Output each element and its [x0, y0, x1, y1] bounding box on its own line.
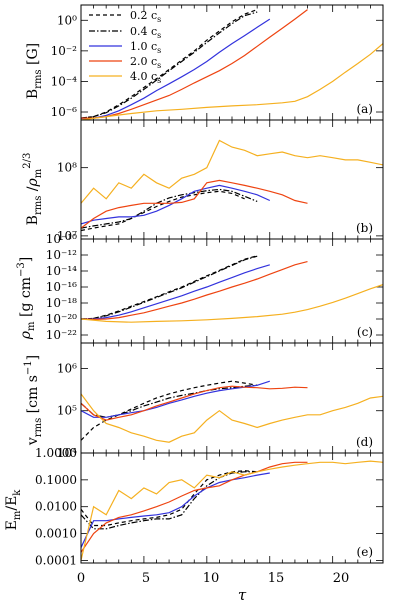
series-line-2.0cs: [81, 461, 308, 553]
x-axis-label: τ: [238, 586, 247, 604]
series-line-0.4cs: [81, 255, 258, 320]
y-tick-label: 10⁷: [57, 229, 77, 243]
series-line-0.2cs: [81, 9, 258, 119]
y-tick-label: 10⁻¹⁶: [46, 280, 77, 294]
panel-frame: [80, 452, 384, 564]
y-tick-label: 1.0000: [35, 446, 77, 460]
series-line-2.0cs: [81, 261, 308, 321]
y-tick-label: 10⁻²⁰: [46, 312, 77, 326]
y-tick-label: 10⁻¹²: [46, 248, 77, 262]
panel-letter: (b): [356, 221, 373, 235]
series-line-4.0cs: [81, 139, 383, 204]
series-line-0.4cs: [81, 471, 258, 530]
panel: 0.0001 0.0010 0.0100 0.1000 1.0000 (e): [35, 446, 384, 567]
y-tick-label: 0.0100: [35, 500, 77, 514]
y-tick-label: 0.0001: [35, 553, 77, 567]
panel-frame: [80, 238, 384, 344]
x-tick-label: 0: [77, 571, 85, 586]
series-line-4.0cs: [81, 460, 383, 561]
x-tick-label: 20: [333, 571, 350, 586]
panel: 10⁷ 10⁸ (b): [57, 119, 384, 243]
series-line-0.4cs: [81, 384, 258, 418]
panel: 10⁴ 10⁵ 10⁶ (d): [57, 342, 384, 460]
y-axis-label-d: vrms [cm s−1]: [23, 355, 44, 446]
y-axis-label-e: Em/Ek: [4, 489, 23, 531]
panel-letter: (a): [356, 102, 373, 116]
y-tick-label: 10⁻⁴: [51, 74, 78, 88]
legend: 0.2 cs 0.4 cs 1.0 cs 2.0 cs 4.0 cs: [89, 9, 161, 85]
series-line-1.0cs: [81, 18, 271, 119]
y-tick-label: 10⁵: [57, 404, 77, 418]
y-tick-label: 10⁻¹⁰: [46, 232, 77, 246]
y-tick-label: 0.1000: [35, 473, 77, 487]
panel-letter: (c): [357, 325, 373, 339]
x-tick-label: 15: [268, 571, 285, 586]
legend-label-0.2cs: 0.2 cs: [130, 9, 161, 24]
series-line-0.2cs: [81, 470, 258, 527]
y-tick-label: 10⁶: [57, 361, 77, 375]
series-line-1.0cs: [81, 472, 270, 548]
y-tick-label: 10⁻¹⁸: [46, 296, 77, 310]
legend-label-0.4cs: 0.4 cs: [130, 25, 161, 40]
series-line-2.0cs: [81, 9, 308, 119]
y-tick-label: 10⁻¹⁴: [46, 264, 77, 278]
series-line-4.0cs: [81, 284, 383, 323]
y-tick-label: 10⁻⁶: [51, 105, 78, 119]
y-tick-label: 10⁻²: [51, 44, 78, 58]
y-axis-label-b: Brms /ρm2/3: [22, 153, 44, 226]
legend-label-2.0cs: 2.0 cs: [130, 55, 161, 70]
y-tick-label: 0.0010: [35, 527, 77, 541]
series-line-1.0cs: [81, 264, 270, 320]
panel-letter: (d): [356, 435, 373, 449]
y-axis-label-c: ρm [g cm−3]: [16, 257, 37, 340]
series-line-0.2cs: [81, 190, 245, 232]
y-axis-label-a: Brms [G]: [25, 43, 44, 99]
series-line-1.0cs: [81, 380, 270, 418]
x-tick-label: 10: [203, 571, 220, 586]
series-line-0.4cs: [81, 11, 258, 119]
panel-frame: [80, 342, 384, 454]
legend-label-4.0cs: 4.0 cs: [130, 70, 161, 85]
x-tick-label: 5: [142, 571, 150, 586]
series-line-4.0cs: [81, 43, 383, 120]
y-tick-label: 10⁸: [57, 161, 77, 175]
panel: 10⁻²² 10⁻²⁰ 10⁻¹⁸ 10⁻¹⁶ 10⁻¹⁴ 10⁻¹² 10⁻¹⁰ (c): [46, 232, 384, 344]
series-line-1.0cs: [81, 184, 271, 225]
panel-frame: [80, 119, 384, 240]
series-line-4.0cs: [81, 393, 383, 443]
y-tick-label: 10⁴: [57, 446, 77, 460]
series-line-2.0cs: [81, 179, 308, 229]
legend-label-1.0cs: 1.0 cs: [130, 40, 161, 55]
y-tick-label: 10⁰: [57, 13, 77, 27]
panel: 10⁻⁶ 10⁻⁴ 10⁻² 10⁰ (a): [51, 4, 384, 121]
panel-frame: [80, 4, 384, 121]
series-line-2.0cs: [81, 385, 308, 421]
series-line-0.2cs: [81, 380, 258, 441]
y-tick-label: 10⁻²²: [46, 328, 77, 342]
series-line-0.2cs: [81, 255, 258, 320]
series-line-0.4cs: [81, 188, 258, 229]
panel-letter: (e): [357, 545, 373, 559]
